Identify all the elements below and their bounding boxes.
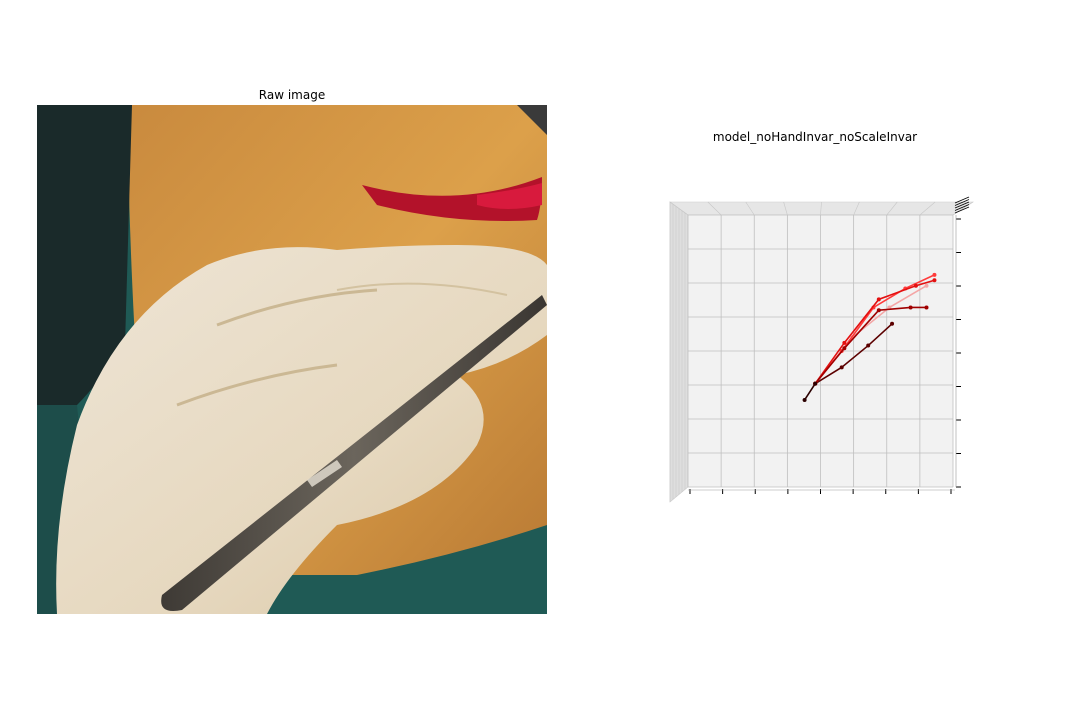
- raw-image-title: Raw image: [258, 88, 326, 102]
- chart-grid: [669, 201, 974, 502]
- grid-depth-line: [745, 201, 755, 216]
- grid-depth-line: [707, 201, 722, 216]
- series-line-5: [803, 383, 816, 401]
- z-tick: [954, 204, 970, 211]
- grid-depth-line: [820, 201, 822, 216]
- dark-drape-left: [37, 105, 132, 405]
- grid-depth-line: [853, 201, 860, 216]
- series-point-3-3: [913, 283, 918, 288]
- series-point-5-0: [802, 397, 807, 402]
- series-point-3-4: [932, 278, 937, 283]
- chart-pane: [669, 201, 975, 503]
- raw-image: [37, 105, 547, 614]
- series-point-3-1: [842, 340, 847, 345]
- series-point-4-4: [924, 305, 929, 310]
- series-point-3-2: [876, 297, 881, 302]
- surgical-photo-illustration: [37, 105, 547, 614]
- series-point-4-1: [842, 346, 847, 351]
- incision: [362, 177, 542, 221]
- series-point-4-2: [876, 308, 881, 313]
- series-point-1-3: [924, 283, 929, 288]
- 3d-hand-pose-plot: [660, 195, 990, 515]
- series-point-2-4: [932, 272, 937, 277]
- series-point-0-1: [839, 365, 844, 370]
- gloved-hand: [56, 245, 547, 614]
- plot-title: model_noHandInvar_noScaleInvar: [712, 130, 918, 144]
- series-line-0: [814, 323, 893, 385]
- z-tick: [954, 206, 970, 214]
- chart-series: [802, 272, 937, 402]
- series-point-0-2: [866, 343, 871, 348]
- chart-ticks: [688, 196, 970, 494]
- series-point-4-3: [908, 305, 913, 310]
- z-tick: [954, 201, 970, 209]
- grid-depth-line: [919, 201, 936, 216]
- series-point-5-1: [813, 381, 818, 386]
- grid-depth-line: [783, 201, 788, 216]
- forceps: [161, 295, 547, 611]
- z-tick: [954, 196, 970, 204]
- series-point-0-3: [890, 321, 895, 326]
- grid-depth-line: [669, 201, 689, 216]
- z-tick: [954, 199, 970, 206]
- chart-svg: [669, 196, 975, 503]
- grid-depth-line: [886, 201, 898, 216]
